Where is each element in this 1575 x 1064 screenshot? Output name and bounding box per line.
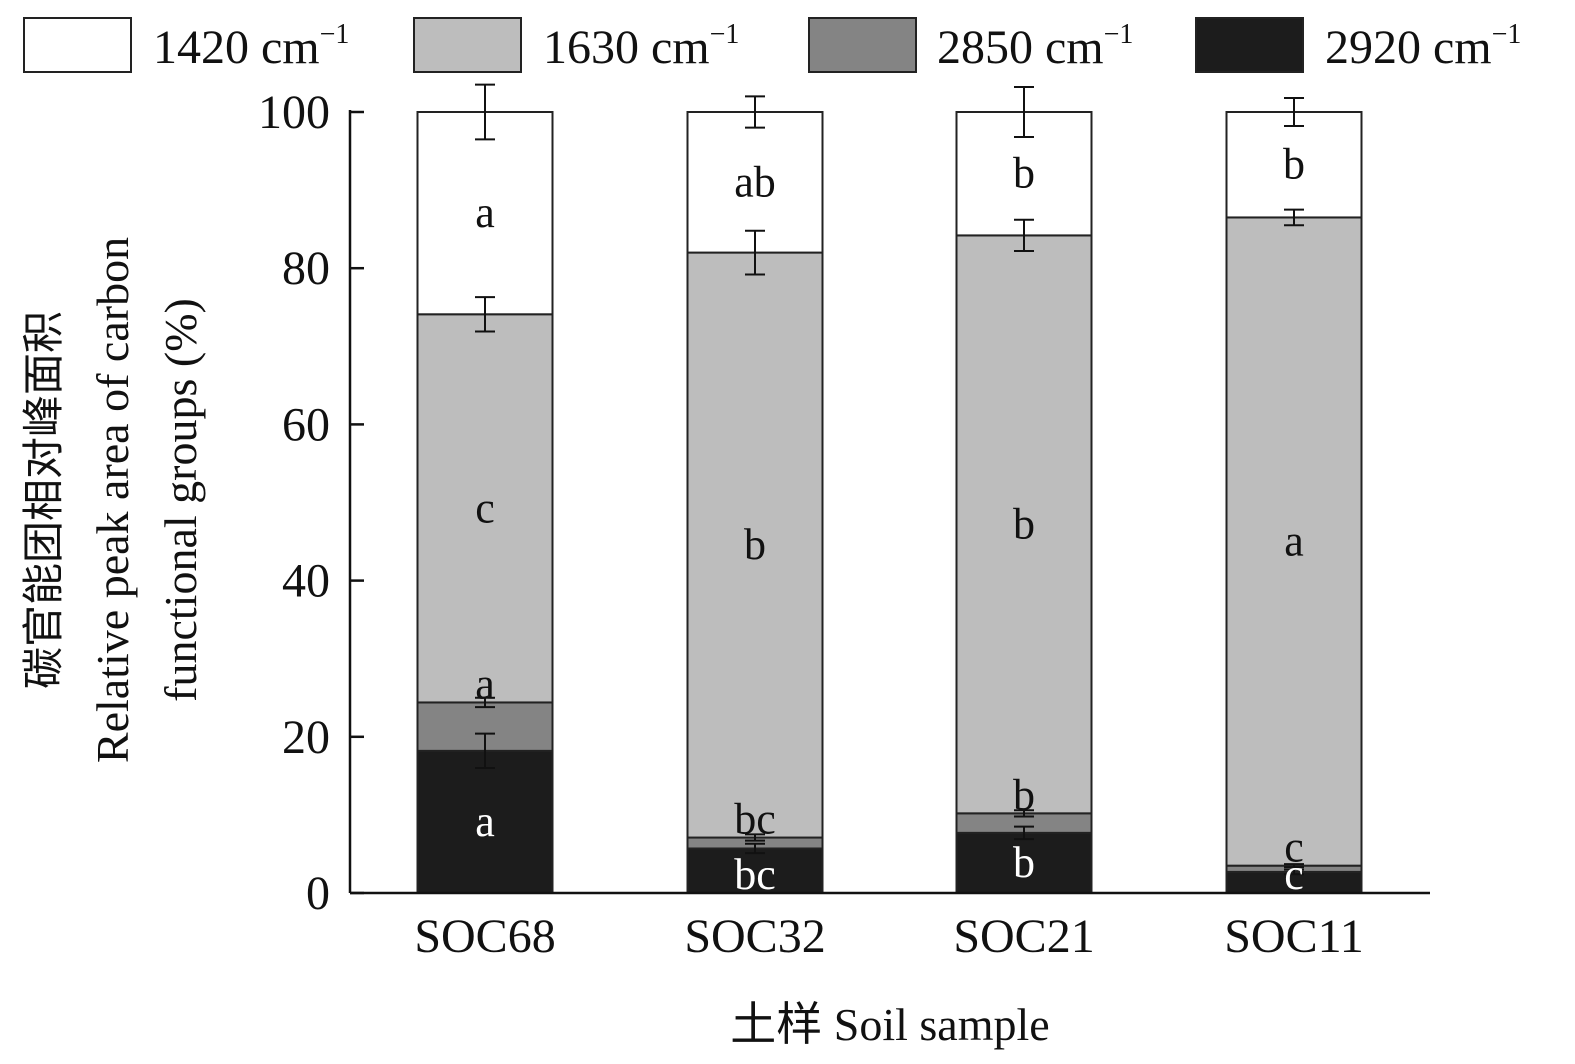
bar-segment <box>416 111 554 316</box>
legend-swatch <box>23 17 132 73</box>
legend-label: 2850 cm−1 <box>937 19 1133 74</box>
legend-swatch <box>413 17 522 73</box>
bar-segment <box>1225 216 1363 867</box>
significance-letter: c <box>475 483 495 532</box>
y-tick-label: 0 <box>306 867 330 920</box>
significance-letter: a <box>475 659 495 708</box>
axes: 0 20 40 60 80 100 <box>258 86 1430 920</box>
significance-letter: b <box>744 520 766 569</box>
legend-label: 1630 cm−1 <box>543 19 739 74</box>
significance-letter: b <box>1013 149 1035 198</box>
y-tick-label: 40 <box>282 555 330 608</box>
x-tick-label: SOC11 <box>1224 910 1364 963</box>
legend-swatch <box>1195 17 1304 73</box>
y-axis-title-line: 碳官能团相对峰面积 <box>19 311 68 689</box>
legend-label: 2920 cm−1 <box>1325 19 1521 74</box>
significance-letter: a <box>1284 517 1304 566</box>
bar-segment <box>955 234 1093 815</box>
significance-letter: bc <box>734 795 776 844</box>
significance-letter: ab <box>734 157 776 206</box>
legend: 1420 cm−1 1630 cm−1 2850 cm−1 2920 cm−1 <box>23 17 1521 74</box>
y-axis-title-line: functional groups (%) <box>155 298 206 702</box>
y-tick-label: 100 <box>258 86 330 139</box>
significance-letter: bc <box>734 850 776 899</box>
y-axis-title-line: Relative peak area of carbon <box>87 237 138 763</box>
significance-letter: b <box>1013 499 1035 548</box>
significance-letter: c <box>1284 850 1304 899</box>
significance-letter: c <box>1284 823 1304 872</box>
legend-swatch <box>808 17 917 73</box>
x-tick-label: SOC32 <box>684 910 825 963</box>
legend-label: 1420 cm−1 <box>153 19 349 74</box>
y-tick-label: 80 <box>282 242 330 295</box>
significance-letter: b <box>1283 140 1305 189</box>
x-tick-label: SOC21 <box>953 910 1094 963</box>
significance-letter: b <box>1013 770 1035 819</box>
bar-segment <box>686 111 824 254</box>
axis-labels: SOC68 SOC32 SOC21 SOC11 碳官能团相对峰面积 Relative pe… <box>19 237 1364 1050</box>
bar-segment <box>686 251 824 839</box>
x-tick-label: SOC68 <box>414 910 555 963</box>
significance-letter: a <box>475 188 495 237</box>
significance-letter: b <box>1013 838 1035 887</box>
x-axis-title: 土样 Soil sample <box>730 999 1049 1050</box>
significance-letter: a <box>475 797 495 846</box>
y-tick-label: 60 <box>282 398 330 451</box>
y-tick-label: 20 <box>282 711 330 764</box>
bar-segment <box>416 749 554 894</box>
bar-segment <box>1225 111 1363 219</box>
